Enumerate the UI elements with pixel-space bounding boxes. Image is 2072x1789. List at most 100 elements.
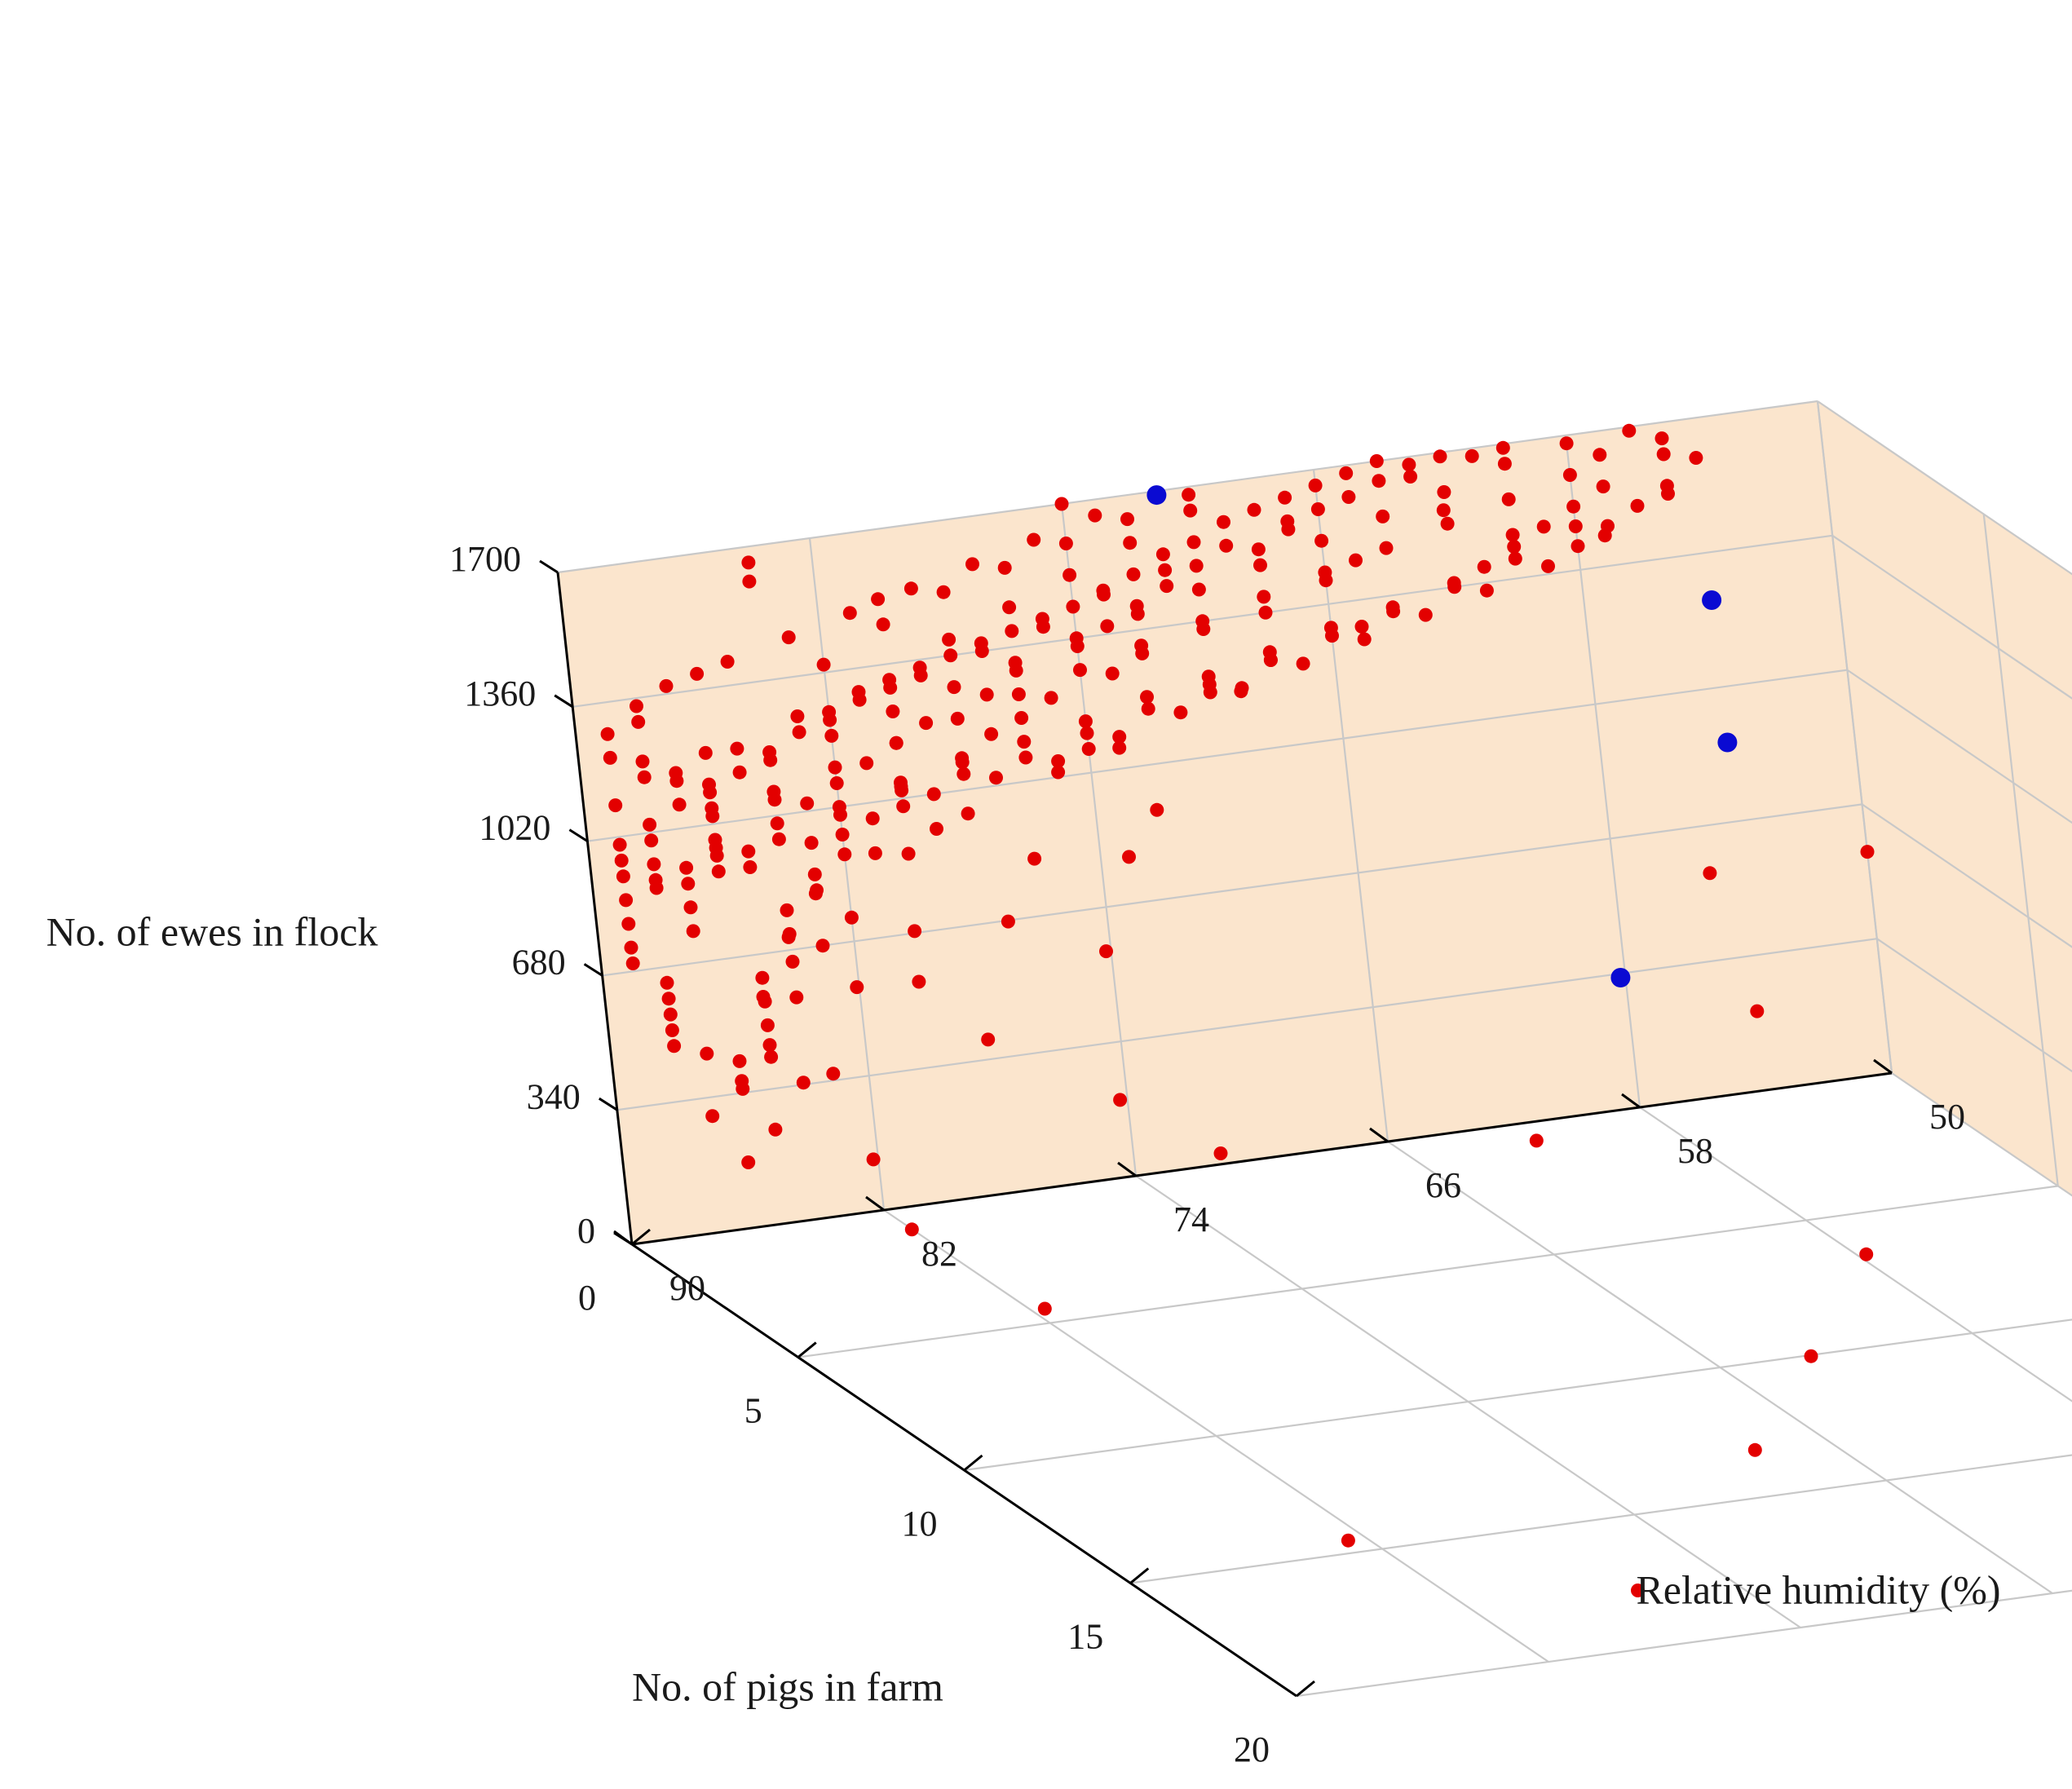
pigs-tick-label: 5 xyxy=(744,1391,762,1431)
pigs-axis-title: No. of pigs in farm xyxy=(632,1663,943,1709)
red-data-point xyxy=(796,1076,811,1090)
humidity-tick xyxy=(1369,1127,1389,1143)
red-data-point xyxy=(1631,1584,1645,1597)
red-data-point xyxy=(1078,714,1093,729)
red-data-point xyxy=(1122,850,1136,864)
ewes-tick xyxy=(554,694,574,709)
red-data-point xyxy=(1063,568,1077,582)
red-data-point xyxy=(1630,498,1645,513)
red-data-point xyxy=(1369,454,1384,468)
red-data-point xyxy=(1323,621,1338,635)
red-data-point xyxy=(1597,528,1612,543)
blue-data-point xyxy=(1717,732,1738,753)
red-data-point xyxy=(1465,448,1479,463)
ewes-axis-title: No. of ewes in flock xyxy=(46,908,378,954)
red-data-point xyxy=(770,816,784,831)
wall-gridline-humidity xyxy=(1816,400,1893,1074)
red-data-point xyxy=(1234,684,1248,699)
ewes-axis-line xyxy=(556,572,634,1245)
floor-gridline-pigs xyxy=(797,1185,2058,1358)
red-data-point xyxy=(1385,600,1400,615)
humidity-axis-title: Relative humidity (%) xyxy=(1636,1566,2000,1612)
red-data-point xyxy=(1247,502,1261,517)
humidity-tick-label: 58 xyxy=(1677,1131,1713,1171)
red-data-point xyxy=(1008,656,1023,670)
red-data-point xyxy=(1258,605,1273,620)
red-data-point xyxy=(1571,539,1585,554)
red-data-point xyxy=(1080,726,1094,740)
red-data-point xyxy=(947,680,961,695)
red-data-point xyxy=(1314,533,1329,548)
blue-data-point xyxy=(1146,485,1167,506)
red-data-point xyxy=(1126,567,1141,581)
red-data-point xyxy=(1158,563,1173,577)
pigs-tick-label: 0 xyxy=(578,1278,596,1318)
red-data-point xyxy=(859,756,874,771)
floor-gridline-pigs xyxy=(1296,1589,2072,1698)
red-data-point xyxy=(621,917,636,931)
red-data-point xyxy=(808,886,823,901)
right-back-wall xyxy=(1818,401,2072,1196)
humidity-tick xyxy=(1621,1093,1641,1109)
red-data-point xyxy=(896,799,911,814)
red-data-point xyxy=(1859,1247,1874,1261)
red-data-point xyxy=(1860,845,1875,859)
red-data-point xyxy=(659,678,674,693)
red-data-point xyxy=(631,714,646,729)
red-data-point xyxy=(660,975,674,990)
wall-gridline-humidity xyxy=(1060,503,1138,1177)
red-data-point xyxy=(1112,730,1127,744)
ewes-tick-label: 340 xyxy=(527,1076,581,1116)
red-data-point xyxy=(835,828,850,841)
red-data-point xyxy=(661,992,676,1006)
red-data-point xyxy=(1379,541,1394,555)
red-data-point xyxy=(1656,447,1671,462)
red-data-point xyxy=(709,841,723,855)
red-data-point xyxy=(1195,614,1210,629)
red-data-point xyxy=(756,990,771,1004)
red-data-point xyxy=(974,644,989,658)
floor-gridline-pigs xyxy=(964,1319,2072,1472)
red-data-point xyxy=(1750,1004,1765,1018)
red-data-point xyxy=(1081,742,1096,756)
red-data-point xyxy=(1354,620,1369,634)
wall-gridline-pigs xyxy=(1982,514,2059,1186)
red-data-point xyxy=(637,770,652,784)
red-data-point xyxy=(844,910,859,925)
red-data-point xyxy=(989,771,1003,785)
red-data-point xyxy=(755,970,770,985)
red-data-point xyxy=(930,822,943,836)
red-data-point xyxy=(781,630,796,645)
red-data-point xyxy=(1018,750,1033,765)
red-data-point xyxy=(616,869,630,884)
red-data-point xyxy=(669,774,684,788)
red-data-point xyxy=(1507,540,1522,554)
red-data-point xyxy=(1002,600,1017,615)
red-data-point xyxy=(1505,528,1520,542)
floor-gridline-pigs xyxy=(1130,1454,2072,1584)
red-data-point xyxy=(1112,740,1127,755)
pigs-tick xyxy=(1129,1567,1150,1584)
red-data-point xyxy=(965,557,979,572)
red-data-point xyxy=(762,1038,777,1053)
red-data-point xyxy=(1097,587,1111,602)
red-data-point xyxy=(889,735,903,750)
red-data-point xyxy=(1529,1133,1544,1148)
red-data-point xyxy=(1100,619,1115,634)
red-data-point xyxy=(981,1032,996,1047)
red-data-point xyxy=(866,1152,881,1167)
red-data-point xyxy=(681,877,696,891)
red-data-point xyxy=(703,785,718,800)
humidity-tick-label: 82 xyxy=(921,1234,957,1274)
red-data-point xyxy=(1058,537,1073,550)
red-data-point xyxy=(1447,576,1461,590)
red-data-point xyxy=(742,574,757,589)
red-data-point xyxy=(1418,607,1433,622)
red-data-point xyxy=(1433,449,1447,464)
ewes-tick xyxy=(539,559,559,574)
red-data-point xyxy=(608,798,623,813)
red-data-point xyxy=(1296,656,1310,671)
chart-labels: 0 5 10 15 20 50 58 66 74 82 90 0 340 680 1020 1360 1700 N… xyxy=(46,539,2001,1769)
red-data-point xyxy=(1497,457,1512,471)
red-data-point xyxy=(903,581,918,596)
